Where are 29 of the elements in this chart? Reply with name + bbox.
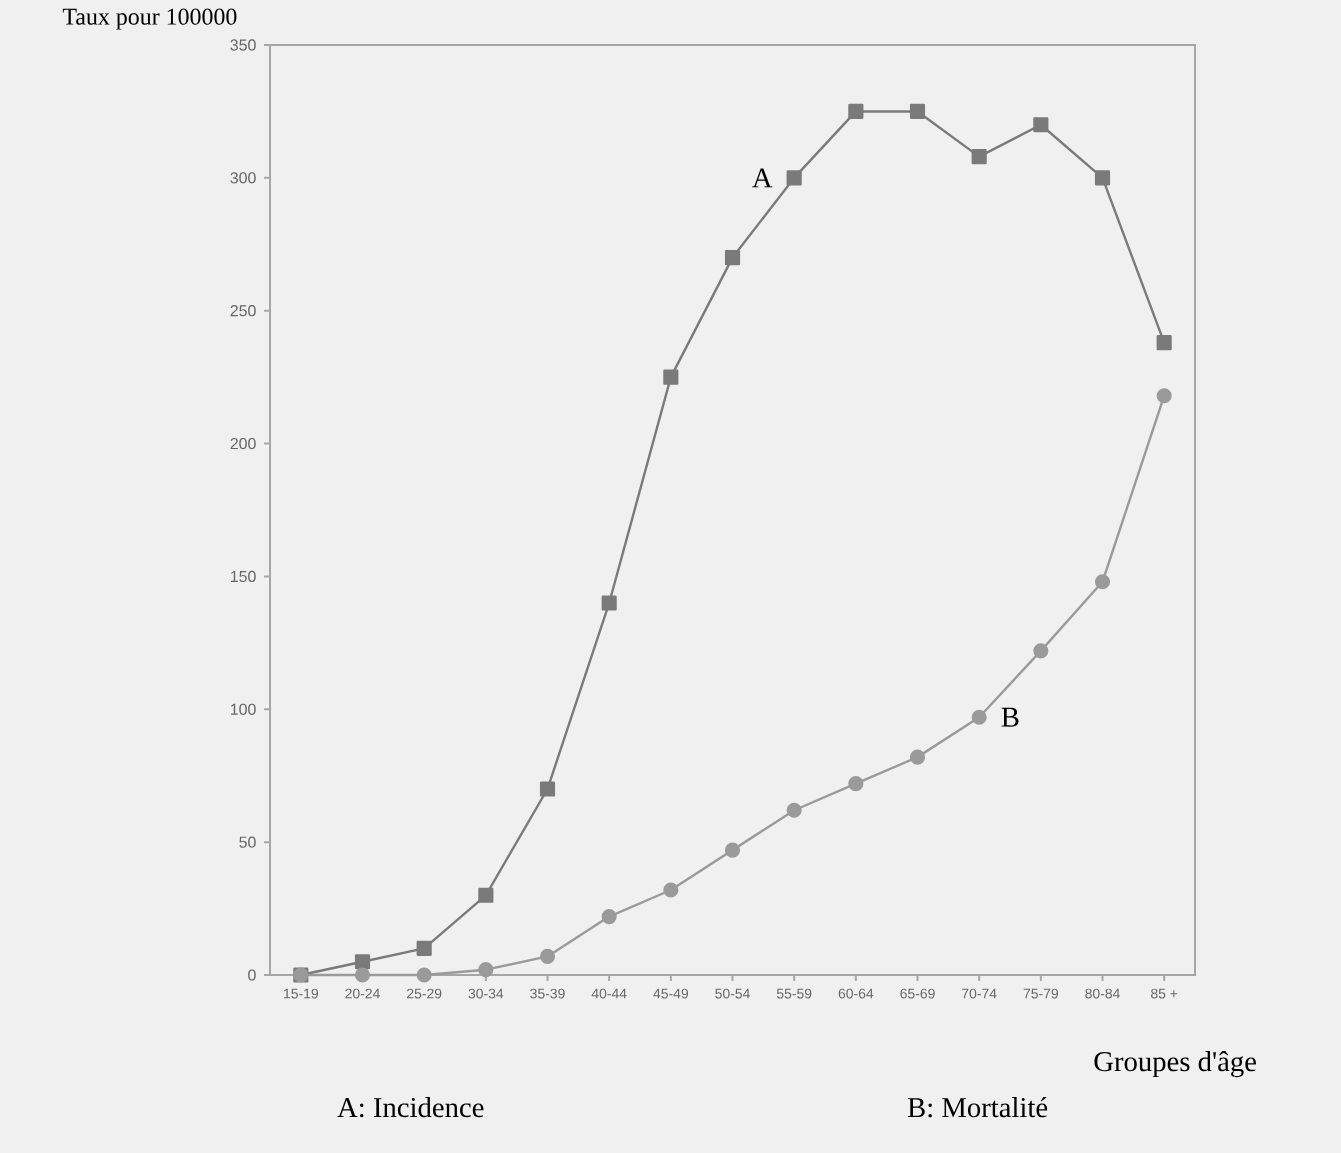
y-tick-label: 50 [239,836,256,848]
x-tick-label: 70-74 [962,988,997,999]
series-label: A [752,168,773,188]
y-tick-label: 250 [230,305,256,317]
y-tick-label: 150 [231,570,256,583]
y-tick-label: 0 [248,969,256,981]
y-tick-label: 300 [230,172,256,184]
y-tick-label: 350 [230,39,256,51]
x-tick-label: 85 + [1151,988,1178,999]
x-tick-label: 55-59 [776,988,812,999]
x-tick-label: 30-34 [468,988,504,999]
x-tick-label: 45-49 [653,988,689,999]
x-tick-label: 60-64 [838,988,874,999]
x-tick-label: 40-44 [591,988,627,999]
x-tick-label: 25-29 [407,988,442,999]
text: B: Mortalité [907,1097,1048,1118]
x-tick-label: 65-69 [900,988,935,999]
text: A: Incidence [337,1097,484,1118]
x-tick-label: 50-54 [715,988,750,999]
series-label: B [1001,707,1019,727]
x-tick-label: 15-19 [284,988,318,999]
y-tick-label: 200 [230,437,256,450]
x-tick-label: 80-84 [1085,988,1120,999]
x-axis-title: Groupes d'âge [1094,1051,1256,1078]
x-tick-label: 75-79 [1023,988,1059,999]
y-axis-title: Taux pour 100000 [62,8,237,30]
x-tick-label: 20-24 [345,988,380,999]
x-tick-label: 35-39 [530,988,565,999]
y-tick-label: 100 [231,703,256,715]
